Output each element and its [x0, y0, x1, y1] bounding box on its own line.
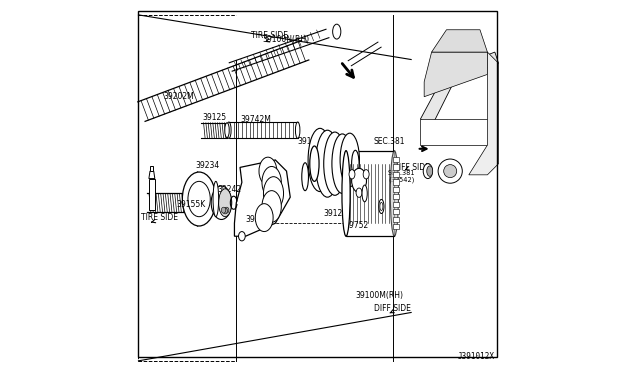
Ellipse shape: [211, 186, 232, 219]
Text: 39125: 39125: [203, 113, 227, 122]
Text: 39734: 39734: [335, 157, 359, 166]
Bar: [392, 179, 399, 185]
Polygon shape: [149, 171, 155, 179]
Text: DIFF SIDE: DIFF SIDE: [374, 304, 411, 313]
Ellipse shape: [444, 164, 457, 177]
Ellipse shape: [362, 185, 367, 202]
Ellipse shape: [363, 170, 369, 179]
Ellipse shape: [351, 150, 359, 177]
Polygon shape: [234, 160, 291, 236]
Bar: [392, 194, 399, 199]
Text: TIRE SIDE: TIRE SIDE: [141, 213, 178, 222]
Text: 39742: 39742: [314, 148, 339, 157]
Ellipse shape: [221, 207, 226, 213]
Ellipse shape: [332, 134, 353, 193]
Ellipse shape: [182, 172, 216, 226]
Ellipse shape: [219, 189, 232, 217]
Ellipse shape: [379, 199, 384, 214]
Text: 39100N(RH): 39100N(RH): [262, 35, 310, 44]
Bar: [392, 187, 399, 192]
Text: 39202M: 39202M: [164, 92, 195, 101]
Text: 39156K: 39156K: [298, 137, 327, 146]
Text: SEC.381
(38542): SEC.381 (38542): [388, 170, 415, 183]
Ellipse shape: [316, 130, 339, 197]
Ellipse shape: [427, 166, 433, 176]
Ellipse shape: [262, 191, 282, 222]
Polygon shape: [431, 30, 488, 52]
Ellipse shape: [225, 123, 229, 138]
Ellipse shape: [340, 133, 360, 187]
Bar: [392, 224, 399, 229]
Ellipse shape: [296, 122, 300, 138]
Bar: [392, 202, 399, 207]
Polygon shape: [420, 52, 499, 126]
Ellipse shape: [264, 177, 284, 210]
Polygon shape: [424, 52, 488, 97]
Ellipse shape: [255, 204, 273, 231]
Ellipse shape: [227, 122, 231, 138]
Bar: [149, 179, 155, 210]
Ellipse shape: [324, 132, 346, 195]
Text: 39155K: 39155K: [177, 200, 206, 209]
Text: TIRE SIDE: TIRE SIDE: [252, 31, 288, 40]
Ellipse shape: [239, 231, 245, 241]
Ellipse shape: [333, 24, 341, 39]
Ellipse shape: [213, 182, 219, 217]
Ellipse shape: [308, 128, 332, 192]
Bar: [150, 166, 154, 171]
Ellipse shape: [223, 208, 227, 214]
Ellipse shape: [225, 207, 229, 213]
Bar: [392, 157, 399, 162]
Bar: [392, 217, 399, 222]
Ellipse shape: [302, 163, 308, 190]
Text: J391012X: J391012X: [458, 352, 495, 361]
Text: 39752: 39752: [344, 221, 369, 230]
Ellipse shape: [342, 151, 350, 236]
Polygon shape: [468, 52, 499, 175]
Ellipse shape: [351, 168, 367, 193]
Text: 39742M: 39742M: [240, 115, 271, 124]
Ellipse shape: [356, 188, 362, 197]
Ellipse shape: [390, 151, 399, 236]
Ellipse shape: [438, 159, 462, 183]
Bar: [420, 119, 491, 145]
Text: DIFF SIDE: DIFF SIDE: [393, 163, 429, 172]
Text: 39126: 39126: [324, 209, 348, 218]
Ellipse shape: [423, 164, 433, 179]
Ellipse shape: [259, 157, 277, 185]
Bar: [346, 151, 394, 236]
Ellipse shape: [349, 170, 355, 179]
Bar: [392, 164, 399, 170]
Ellipse shape: [310, 146, 319, 182]
Text: 39234: 39234: [195, 161, 220, 170]
Text: 39242: 39242: [218, 185, 242, 194]
Text: 39242M: 39242M: [246, 215, 276, 224]
Bar: [392, 172, 399, 177]
Text: 39100M(RH): 39100M(RH): [355, 291, 403, 300]
Ellipse shape: [262, 167, 282, 198]
Bar: [392, 209, 399, 214]
Text: SEC.381: SEC.381: [374, 137, 406, 146]
